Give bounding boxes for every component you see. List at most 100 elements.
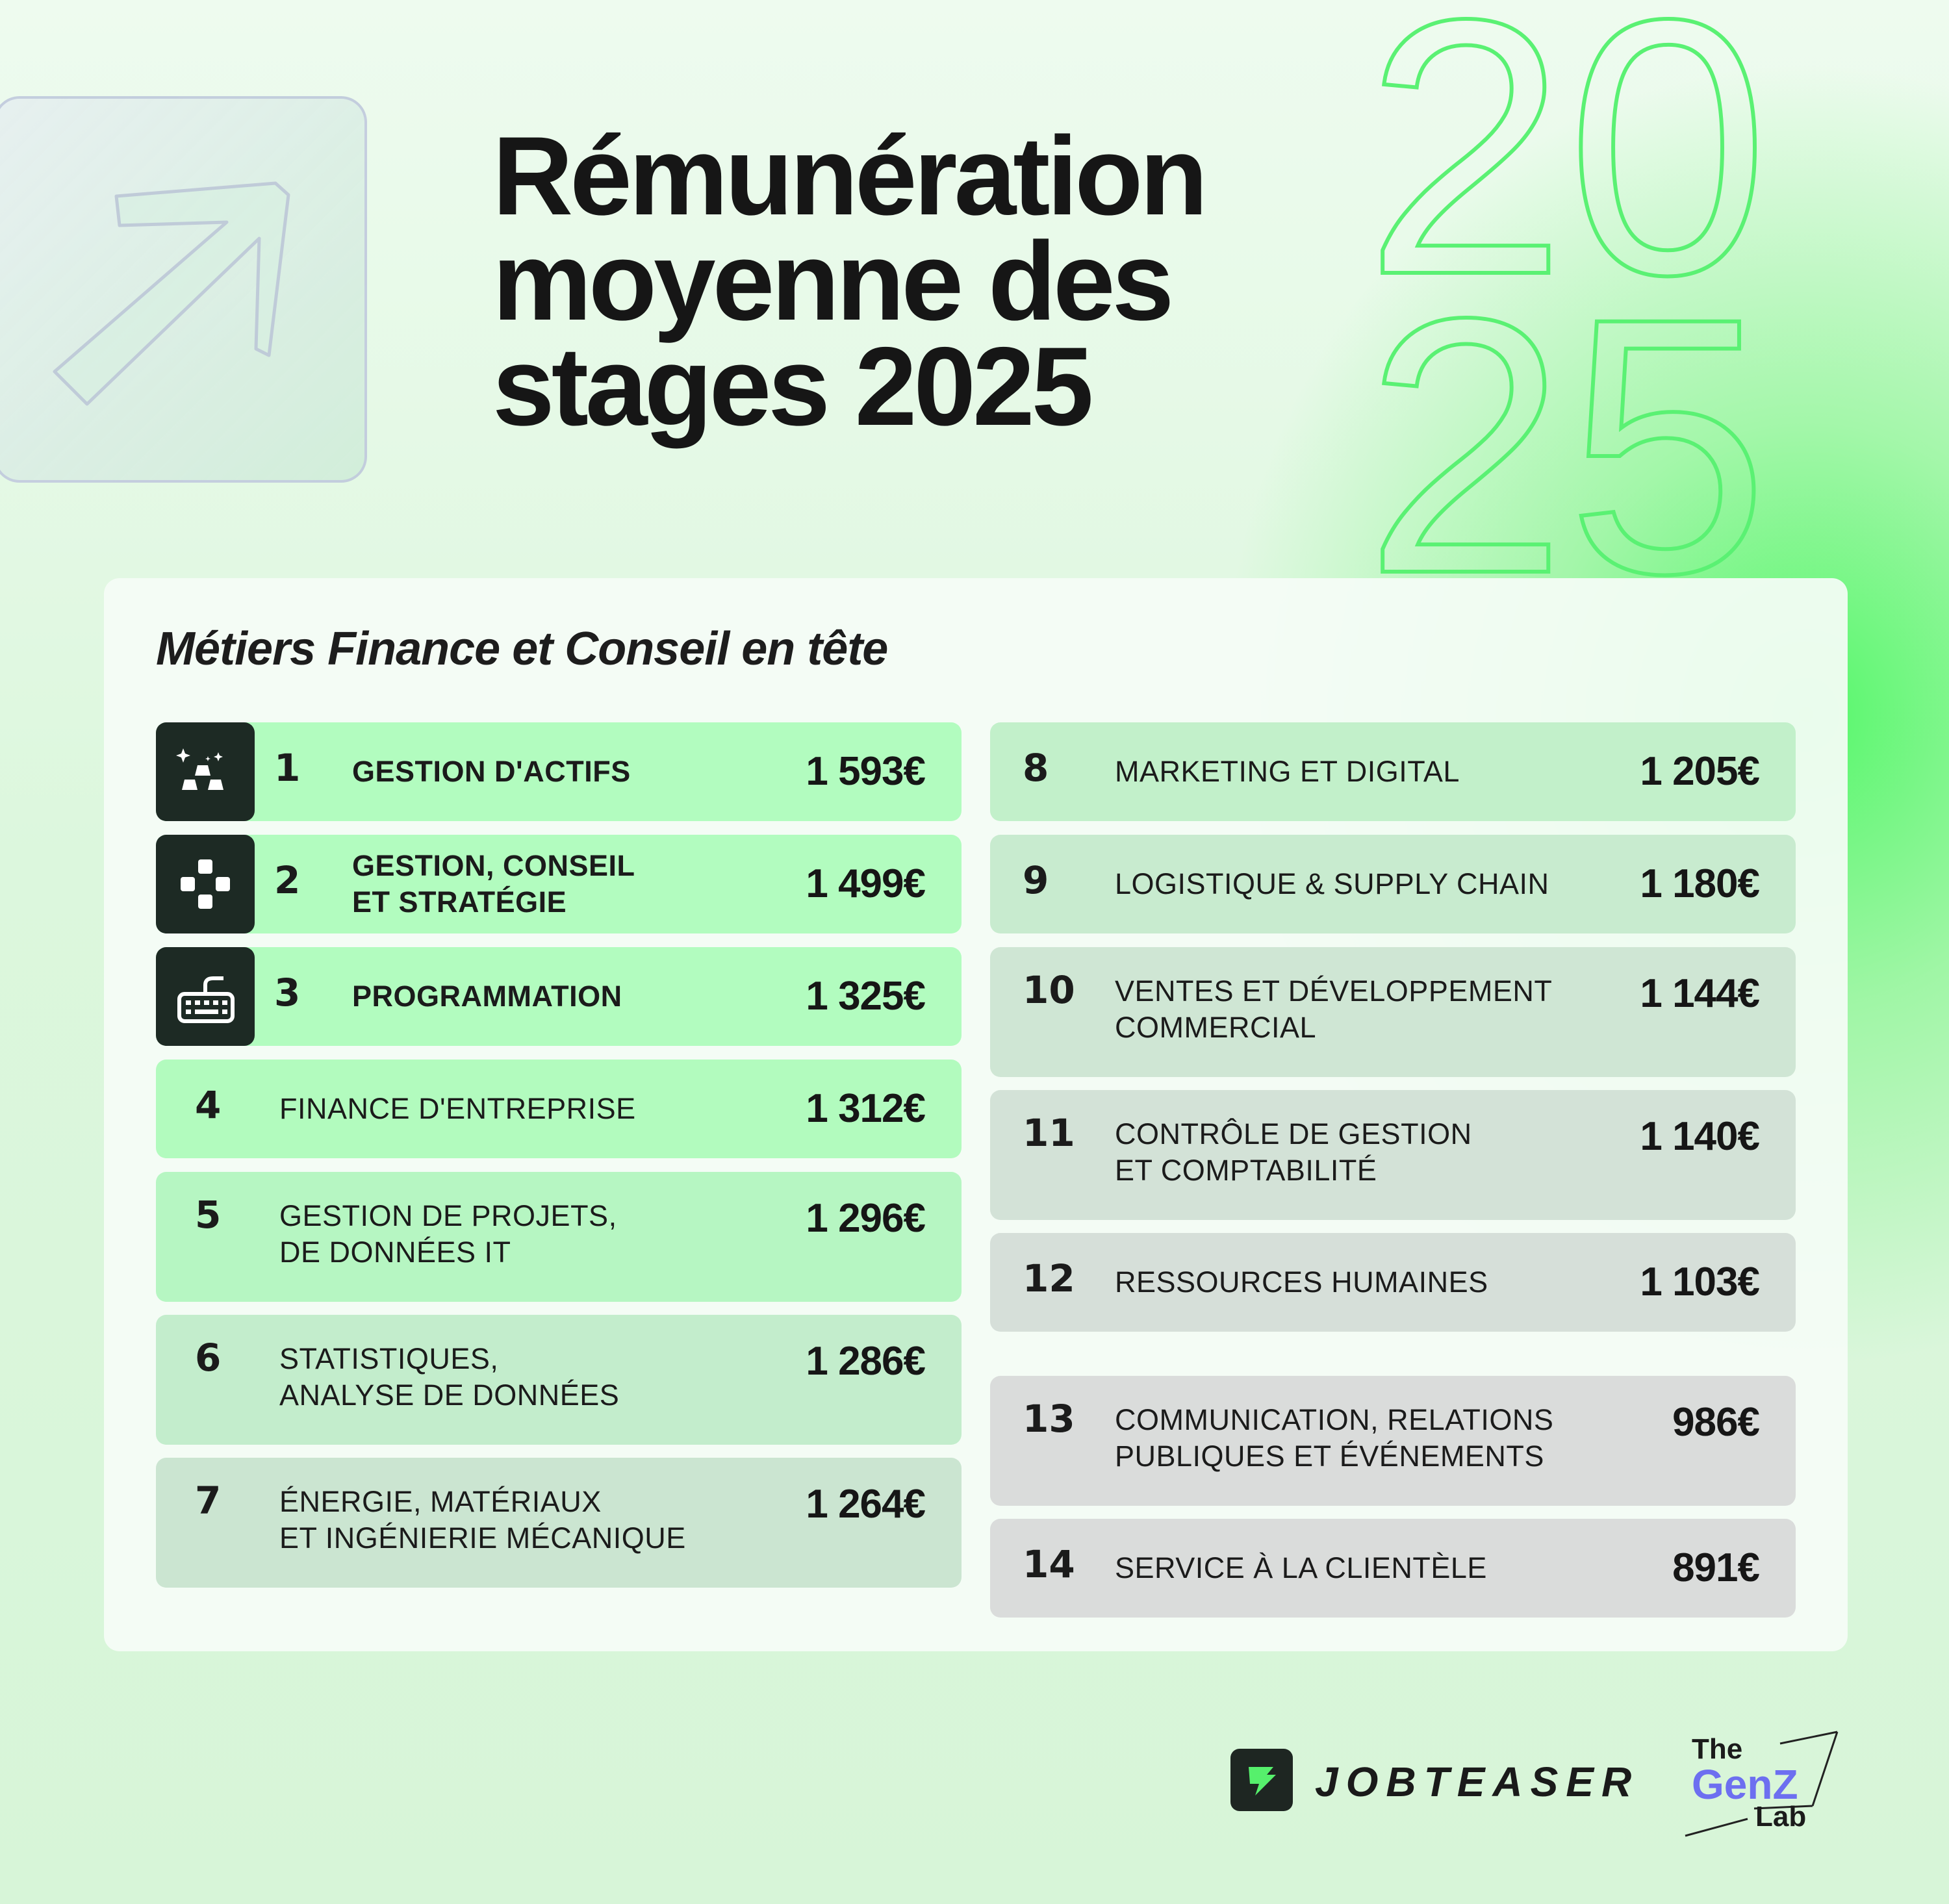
rank-number: 2 [274, 858, 301, 902]
salary-value: 1 499€ [806, 861, 926, 906]
salary-value: 1 180€ [1640, 861, 1760, 906]
salary-value: 1 325€ [806, 974, 926, 1019]
ranking-row-10: 10 VENTES ET DÉVELOPPEMENT COMMERCIAL 1 144… [990, 947, 1796, 1077]
job-label-line: ÉNERGIE, MATÉRIAUX [279, 1485, 602, 1518]
rank-number: 10 [1023, 968, 1075, 1012]
rank-number: 13 [1023, 1397, 1075, 1441]
ranking-card: Métiers Finance et Conseil en tête 1 GEST… [104, 578, 1848, 1651]
jobteaser-bolt-icon [1249, 1767, 1276, 1796]
rank-number: 3 [274, 971, 301, 1015]
job-label-line: ET INGÉNIERIE MÉCANIQUE [279, 1521, 686, 1555]
job-label: GESTION DE PROJETS, DE DONNÉES IT [279, 1198, 617, 1271]
ranking-row-4: 4 FINANCE D'ENTREPRISE 1 312€ [156, 1060, 962, 1158]
ranking-tile [156, 722, 255, 821]
salary-value: 1 103€ [1640, 1260, 1760, 1304]
job-label: PROGRAMMATION [352, 978, 622, 1015]
job-label-line: GESTION DE PROJETS, [279, 1199, 617, 1232]
jobteaser-wordmark: JOBTEASER [1315, 1758, 1640, 1805]
job-label-line: STATISTIQUES, [279, 1342, 499, 1375]
ranking-row-1: 1 GESTION D'ACTIFS 1 593€ [156, 722, 962, 821]
job-label-line: FINANCE D'ENTREPRISE [279, 1092, 636, 1125]
job-label: MARKETING ET DIGITAL [1115, 754, 1460, 790]
job-label-line: ET STRATÉGIE [352, 885, 567, 919]
job-label-line: ANALYSE DE DONNÉES [279, 1378, 620, 1412]
card-title: Métiers Finance et Conseil en tête [156, 623, 888, 675]
job-label-line: GESTION D'ACTIFS [352, 755, 631, 788]
rank-number: 12 [1023, 1256, 1075, 1301]
ranking-row-13: 13 COMMUNICATION, RELATIONS PUBLIQUES ET É… [990, 1376, 1796, 1506]
job-label-line: ET COMPTABILITÉ [1115, 1154, 1377, 1187]
genz-name: GenZ [1692, 1761, 1798, 1808]
rank-number: 11 [1023, 1111, 1075, 1155]
job-label: CONTRÔLE DE GESTION ET COMPTABILITÉ [1115, 1116, 1472, 1189]
job-label-line: RESSOURCES HUMAINES [1115, 1265, 1488, 1299]
job-label-line: MARKETING ET DIGITAL [1115, 755, 1460, 788]
job-label: LOGISTIQUE & SUPPLY CHAIN [1115, 866, 1549, 902]
job-label-line: PUBLIQUES ET ÉVÉNEMENTS [1115, 1440, 1544, 1473]
salary-value: 1 296€ [806, 1196, 926, 1241]
job-label: SERVICE À LA CLIENTÈLE [1115, 1550, 1487, 1586]
rank-number: 4 [195, 1083, 222, 1127]
salary-value: 891€ [1672, 1545, 1760, 1590]
genz-frame-icon [1685, 1731, 1839, 1837]
job-label-line: DE DONNÉES IT [279, 1236, 511, 1269]
gamepad-icon [181, 859, 230, 909]
job-label-line: PROGRAMMATION [352, 980, 622, 1013]
title-line-2: moyenne des [492, 219, 1174, 344]
job-label: COMMUNICATION, RELATIONS PUBLIQUES ET ÉVÉ… [1115, 1402, 1553, 1475]
salary-value: 986€ [1672, 1400, 1760, 1445]
ranking-row-11: 11 CONTRÔLE DE GESTION ET COMPTABILITÉ 1 14… [990, 1090, 1796, 1220]
ranking-row-3: 3 PROGRAMMATION 1 325€ [156, 947, 962, 1046]
salary-value: 1 312€ [806, 1086, 926, 1131]
jobteaser-mark [1230, 1749, 1293, 1811]
genz-lab-logo: The GenZ Lab [1683, 1728, 1839, 1838]
salary-value: 1 140€ [1640, 1114, 1760, 1159]
salary-value: 1 205€ [1640, 749, 1760, 794]
job-label-line: CONTRÔLE DE GESTION [1115, 1117, 1472, 1150]
ranking-row-14: 14 SERVICE À LA CLIENTÈLE 891€ [990, 1519, 1796, 1618]
ranking-row-12: 12 RESSOURCES HUMAINES 1 103€ [990, 1233, 1796, 1332]
rank-number: 6 [195, 1336, 222, 1380]
rank-number: 7 [195, 1479, 222, 1523]
ranking-row-5: 5 GESTION DE PROJETS, DE DONNÉES IT 1 296€ [156, 1172, 962, 1302]
rank-number: 8 [1023, 746, 1049, 790]
arrow-logo-tile [0, 96, 367, 483]
job-label: GESTION D'ACTIFS [352, 754, 631, 790]
year-digits-top: 20 [1364, 0, 1769, 350]
keyboard-icon [177, 976, 235, 1023]
job-label-line: LOGISTIQUE & SUPPLY CHAIN [1115, 867, 1549, 900]
salary-value: 1 264€ [806, 1482, 926, 1527]
ranking-row-9: 9 LOGISTIQUE & SUPPLY CHAIN 1 180€ [990, 835, 1796, 933]
job-label-line: SERVICE À LA CLIENTÈLE [1115, 1551, 1487, 1584]
year-digits-bottom: 25 [1364, 242, 1769, 578]
ranking-row-6: 6 STATISTIQUES, ANALYSE DE DONNÉES 1 286€ [156, 1315, 962, 1445]
job-label-line: COMMUNICATION, RELATIONS [1115, 1403, 1554, 1436]
ranking-row-8: 8 MARKETING ET DIGITAL 1 205€ [990, 722, 1796, 821]
job-label: FINANCE D'ENTREPRISE [279, 1091, 636, 1127]
job-label: VENTES ET DÉVELOPPEMENT COMMERCIAL [1115, 973, 1552, 1046]
job-label-line: COMMERCIAL [1115, 1011, 1317, 1044]
job-label: STATISTIQUES, ANALYSE DE DONNÉES [279, 1341, 619, 1414]
job-label: ÉNERGIE, MATÉRIAUX ET INGÉNIERIE MÉCANIQU… [279, 1484, 686, 1556]
title-line-3: stages 2025 [492, 324, 1093, 449]
ranking-row-2: 2 GESTION, CONSEIL ET STRATÉGIE 1 499€ [156, 835, 962, 933]
job-label-line: VENTES ET DÉVELOPPEMENT [1115, 974, 1553, 1008]
genz-the: The [1692, 1733, 1743, 1765]
genz-lab: Lab [1755, 1801, 1807, 1833]
title-line-1: Rémunération [492, 114, 1208, 238]
salary-value: 1 144€ [1640, 971, 1760, 1016]
rank-number: 9 [1023, 858, 1049, 902]
arrow-up-right-icon [53, 181, 290, 406]
year-outline: 20 25 [1362, 0, 1771, 578]
salary-value: 1 286€ [806, 1339, 926, 1384]
ranking-tile [156, 947, 255, 1046]
page-title: Rémunération moyenne des stages 2025 [492, 114, 1208, 449]
rank-number: 5 [195, 1193, 222, 1237]
gold-bars-icon [176, 748, 223, 790]
job-label: RESSOURCES HUMAINES [1115, 1264, 1488, 1301]
ranking-tile [156, 835, 255, 933]
salary-value: 1 593€ [806, 749, 926, 794]
job-label: GESTION, CONSEIL ET STRATÉGIE [352, 848, 635, 920]
rank-number: 14 [1023, 1542, 1075, 1586]
job-label-line: GESTION, CONSEIL [352, 849, 635, 882]
